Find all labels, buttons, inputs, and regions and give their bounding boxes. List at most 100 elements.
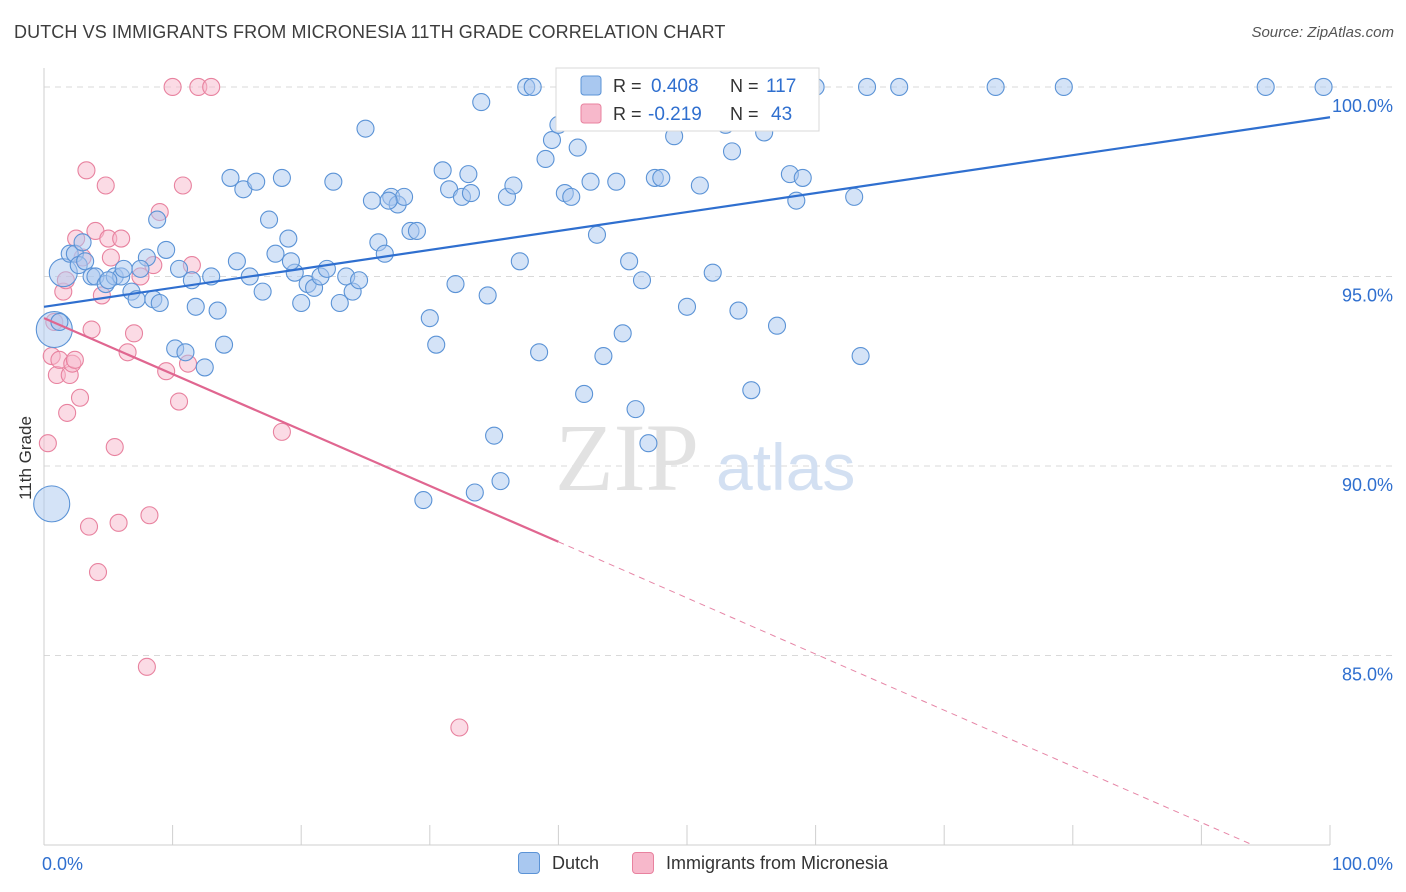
dutch-point	[575, 384, 594, 404]
micronesia-point	[140, 506, 159, 525]
dutch-point	[491, 472, 510, 491]
dutch-point	[362, 191, 381, 210]
dutch-point	[253, 282, 272, 301]
micronesia-point	[58, 403, 77, 422]
micronesia-point	[65, 350, 84, 369]
dutch-point	[317, 259, 336, 278]
y-tick-label: 90.0%	[1342, 475, 1393, 495]
dutch-point	[279, 229, 298, 248]
micronesia-point	[202, 77, 221, 97]
y-tick-label: 85.0%	[1342, 664, 1393, 684]
dutch-point	[613, 324, 632, 343]
micronesia-point	[163, 77, 182, 97]
dutch-point	[652, 168, 671, 187]
dutch-point	[33, 485, 71, 523]
dutch-point	[157, 240, 176, 259]
dutch-point	[114, 259, 133, 278]
stats-n-label: N =	[730, 104, 759, 124]
trend-lines	[43, 116, 1331, 846]
dutch-point	[379, 191, 398, 210]
watermark-atlas: atlas	[716, 430, 855, 504]
micronesia-trend-extension	[558, 541, 1254, 846]
dutch-point	[626, 400, 645, 419]
dutch-point	[247, 172, 266, 191]
dutch-point	[703, 263, 722, 282]
dutch-point	[530, 343, 549, 362]
stats-box: R = 0.408 N = 117 R = -0.219 N = 43	[555, 67, 820, 132]
micronesia-point	[137, 657, 156, 676]
dutch-point	[793, 168, 812, 187]
y-tick-label: 95.0%	[1342, 285, 1393, 305]
dutch-point	[73, 233, 92, 252]
dutch-point	[587, 225, 607, 244]
legend-item-dutch[interactable]: Dutch	[517, 852, 599, 874]
dutch-point	[375, 244, 394, 263]
dutch-point	[324, 172, 343, 191]
dutch-point	[851, 347, 870, 366]
dutch-point	[76, 252, 95, 271]
dutch-point	[639, 434, 658, 453]
dutch-point	[99, 271, 118, 290]
legend-label-dutch: Dutch	[551, 852, 599, 873]
micronesia-point	[124, 324, 144, 343]
dutch-point	[221, 168, 240, 187]
dutch-point	[356, 119, 375, 138]
dutch-point	[427, 335, 446, 354]
dutch-point	[1256, 77, 1275, 97]
dutch-point	[461, 184, 481, 203]
stats-n-value: 117	[766, 76, 796, 97]
stats-n-label: N =	[730, 76, 759, 96]
dutch-point	[845, 187, 864, 206]
dutch-point	[395, 187, 414, 206]
micronesia-point	[70, 388, 90, 407]
dutch-point	[420, 309, 439, 328]
dutch-point	[446, 274, 465, 294]
dutch-point	[433, 161, 452, 180]
dutch-point	[208, 301, 227, 320]
micronesia-point	[101, 248, 120, 267]
micronesia-point	[105, 437, 124, 457]
micronesia-point	[272, 422, 291, 441]
dutch-point	[414, 491, 433, 510]
legend-item-micronesia[interactable]: Immigrants from Micronesia	[632, 852, 888, 874]
dutch-point	[690, 176, 709, 195]
dutch-trend-line	[43, 116, 1331, 308]
x-tick-label: 0.0%	[42, 854, 83, 874]
dutch-point	[986, 77, 1005, 97]
dutch-point	[857, 77, 877, 97]
micronesia-point	[173, 176, 192, 195]
dutch-point	[478, 286, 497, 305]
micronesia-point	[96, 176, 115, 195]
dutch-point	[742, 381, 761, 400]
micronesia-point	[77, 161, 96, 180]
dutch-point	[562, 187, 581, 206]
legend-swatch-dutch	[517, 852, 540, 874]
dutch-point	[169, 259, 189, 278]
micronesia-point	[112, 229, 131, 248]
dutch-point	[350, 271, 369, 290]
dutch-point	[1314, 77, 1333, 97]
dutch-point	[227, 252, 246, 271]
dutch-point	[594, 347, 613, 366]
stats-r-label: R =	[613, 104, 642, 124]
dutch-point	[677, 297, 697, 316]
dutch-point	[485, 426, 504, 445]
stats-swatch-micronesia	[580, 103, 602, 124]
axes: 85.0% 90.0% 95.0% 100.0% 0.0% 100.0%	[42, 68, 1393, 874]
dutch-point	[581, 172, 600, 191]
dutch-point	[148, 210, 167, 229]
stats-r-value: -0.219	[648, 104, 702, 125]
dutch-point	[523, 77, 542, 97]
stats-swatch-dutch	[580, 75, 602, 96]
dutch-point	[568, 138, 587, 157]
dutch-point	[259, 210, 279, 229]
micronesia-point	[109, 513, 128, 532]
watermark-zip: ZIP	[555, 404, 699, 511]
dutch-point	[195, 358, 214, 377]
dutch-point	[536, 149, 555, 169]
micronesia-point	[38, 434, 57, 453]
dutch-point	[292, 293, 311, 313]
dutch-point	[459, 165, 478, 184]
chart-title: DUTCH VS IMMIGRANTS FROM MICRONESIA 11TH…	[14, 22, 726, 42]
